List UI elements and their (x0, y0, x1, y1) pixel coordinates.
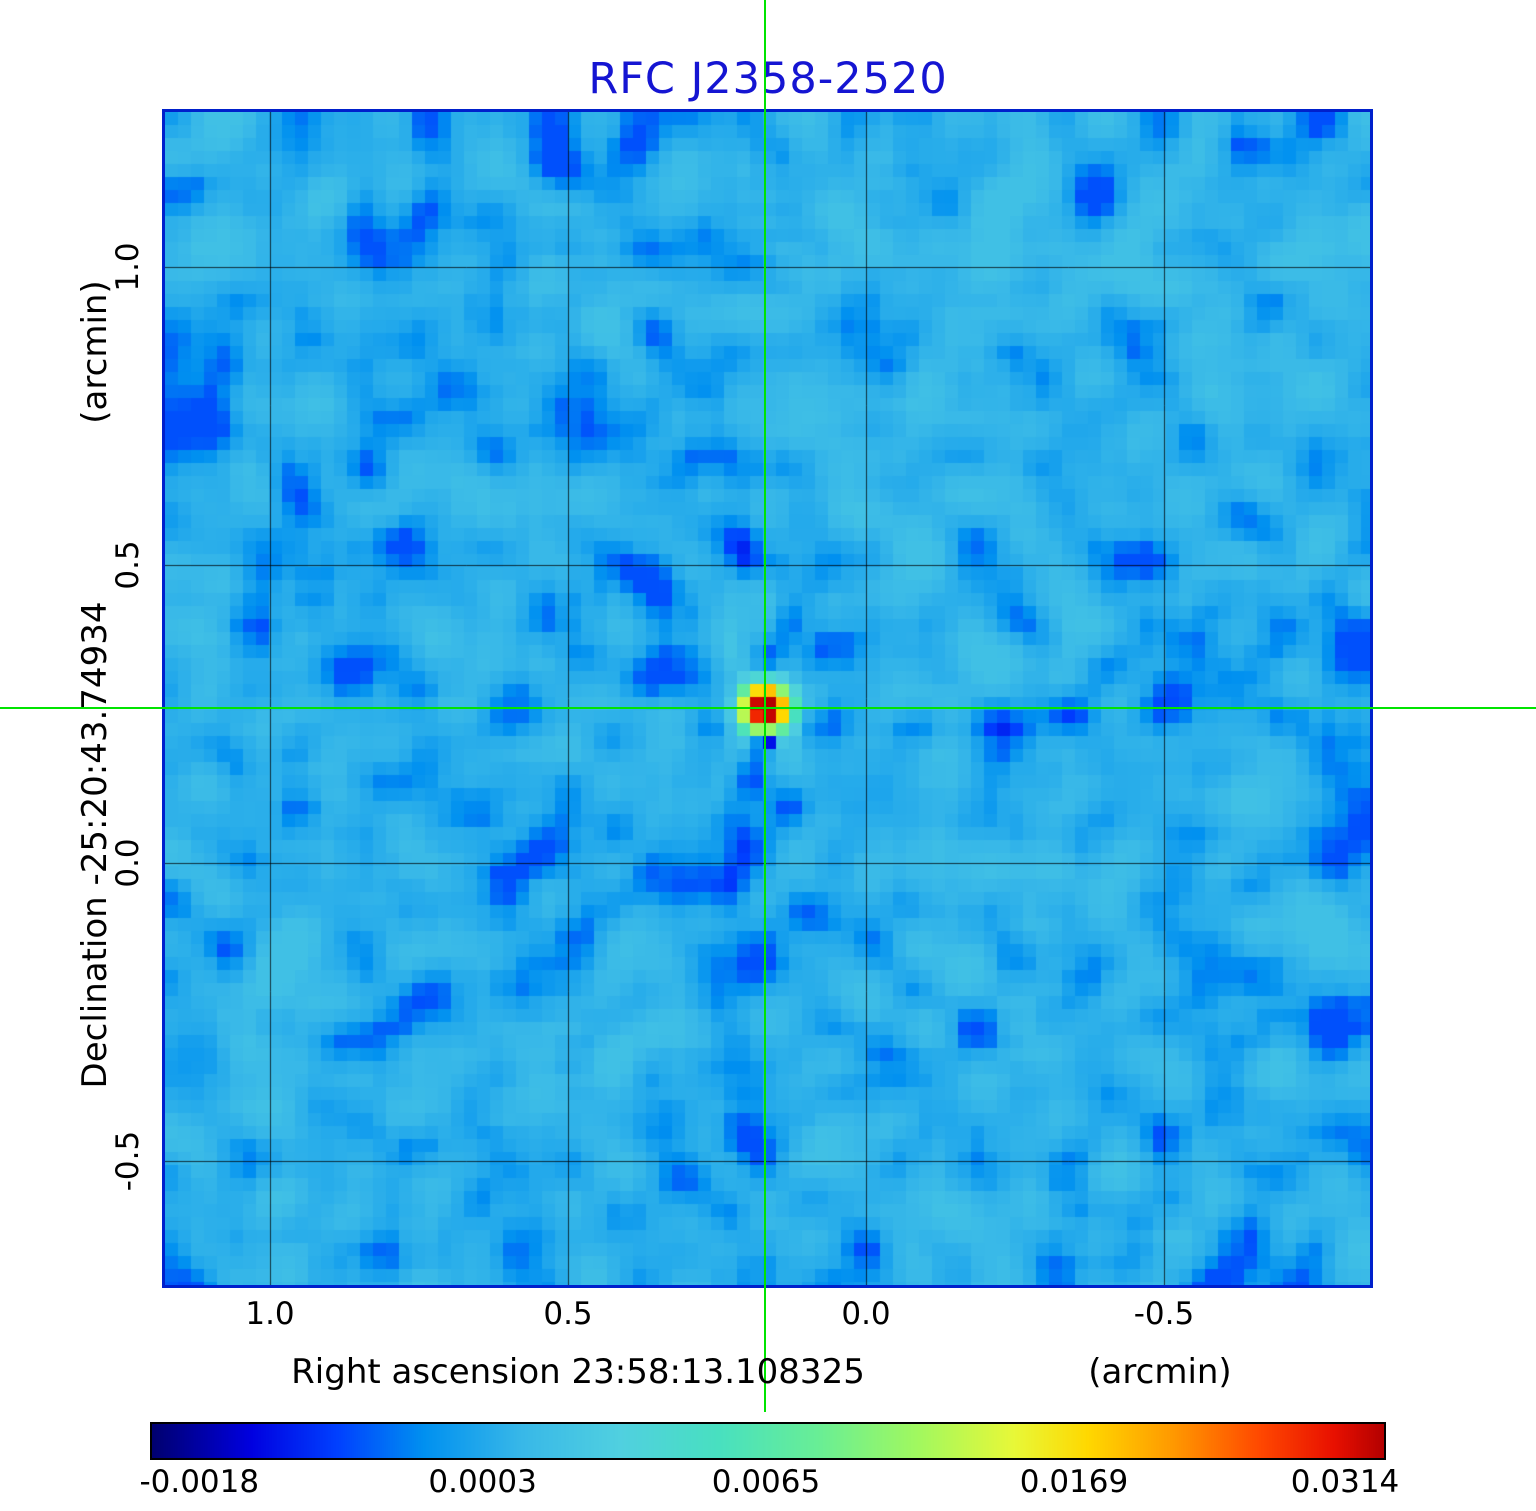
colorbar-tick-label: -0.0018 (139, 1464, 260, 1500)
x-axis-unit: (arcmin) (1088, 1352, 1232, 1392)
intensity-map-canvas (165, 112, 1370, 1285)
y-axis-unit: (arcmin) (75, 280, 115, 424)
x-tick-label: 0.0 (841, 1296, 891, 1332)
y-tick-label: 0.5 (110, 540, 146, 590)
colorbar (150, 1422, 1386, 1460)
y-tick-label: 0.0 (110, 838, 146, 888)
crosshair-vertical-line (764, 0, 766, 1412)
colorbar-tick-label: 0.0065 (711, 1464, 821, 1500)
colorbar-tick-label: 0.0314 (1290, 1464, 1400, 1500)
x-tick-label: -0.5 (1133, 1296, 1195, 1332)
x-tick-label: 0.5 (543, 1296, 593, 1332)
y-tick-label: 1.0 (110, 242, 146, 292)
colorbar-tick-label: 0.0169 (1019, 1464, 1129, 1500)
y-tick-label: -0.5 (110, 1130, 146, 1192)
crosshair-horizontal-line (0, 707, 1536, 709)
x-axis-label: Right ascension 23:58:13.108325 (291, 1352, 865, 1392)
x-tick-label: 1.0 (245, 1296, 295, 1332)
y-axis-label: Declination -25:20:43.74934 (75, 601, 115, 1089)
figure-title: RFC J2358-2520 (588, 54, 948, 104)
colorbar-tick-label: 0.0003 (428, 1464, 537, 1500)
